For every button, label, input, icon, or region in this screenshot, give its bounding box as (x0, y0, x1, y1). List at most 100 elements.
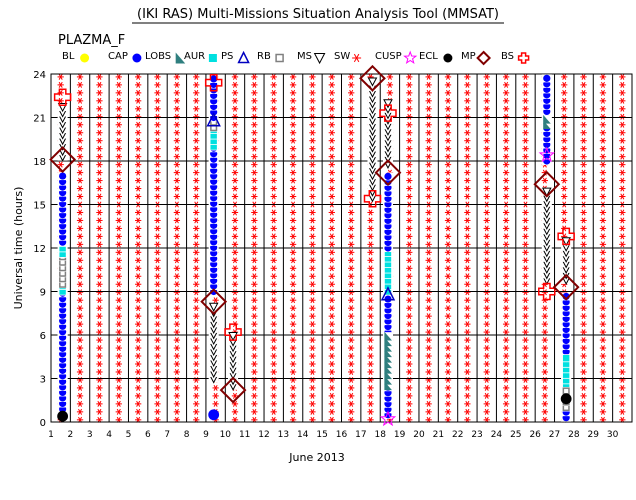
sw-mark (115, 305, 122, 312)
sw-mark (309, 241, 316, 248)
sw-mark (270, 249, 277, 256)
sw-mark (251, 105, 258, 112)
pass-backdrop (541, 248, 552, 257)
sw-mark (522, 297, 529, 304)
sw-mark (193, 273, 200, 280)
sw-mark (522, 73, 529, 80)
sw-mark (522, 121, 529, 128)
sw-mark (522, 257, 529, 264)
sw-mark (154, 257, 161, 264)
sw-mark (289, 169, 297, 176)
legend: BL CAP LOBS AUR PS RB MS SW CUSP ECL MP BS (62, 50, 530, 66)
sw-mark (522, 129, 529, 136)
sw-mark (328, 185, 335, 192)
sw-mark (599, 353, 607, 360)
sw-mark (309, 337, 316, 344)
sw-mark (309, 273, 316, 280)
sw-mark (173, 337, 181, 344)
sw-mark (115, 121, 122, 128)
legend-symbol (132, 53, 142, 63)
sw-mark (328, 209, 335, 216)
sw-mark (212, 297, 219, 304)
sw-mark (348, 400, 355, 407)
sw-mark (348, 153, 355, 160)
sw-mark (309, 329, 316, 336)
sw-mark (289, 81, 297, 88)
sw-mark (115, 241, 122, 248)
sw-mark (406, 89, 413, 96)
sw-mark (251, 345, 258, 352)
pass-mark-lobs (384, 381, 392, 391)
sw-mark (619, 361, 626, 367)
sw-mark (541, 368, 548, 375)
pass-mark-aur (562, 360, 570, 367)
sw-mark (231, 193, 239, 200)
sw-mark (619, 161, 626, 168)
sw-mark (522, 225, 529, 232)
sw-mark (425, 177, 432, 184)
sw-mark (464, 321, 471, 328)
sw-mark (96, 297, 103, 304)
sw-mark (580, 353, 587, 360)
sw-mark (289, 281, 297, 288)
sw-mark (76, 145, 84, 152)
sw-mark (309, 193, 316, 200)
sw-mark (193, 121, 200, 128)
sw-mark (425, 193, 432, 200)
pass-backdrop (382, 137, 393, 146)
sw-mark (367, 297, 374, 304)
sw-mark (115, 161, 122, 168)
sw-mark (502, 161, 510, 168)
pass-backdrop (57, 114, 68, 123)
sw-mark (173, 129, 181, 136)
sw-mark (251, 257, 258, 264)
sw-mark (464, 368, 471, 375)
sw-mark (115, 129, 122, 136)
sw-mark (270, 392, 277, 399)
sw-mark (115, 193, 122, 200)
pass-backdrop (367, 105, 378, 114)
sw-mark (270, 305, 277, 312)
sw-mark (173, 193, 181, 200)
event-mark-ps (206, 112, 221, 127)
sw-mark (135, 161, 142, 168)
pass-mark-aur (562, 371, 570, 378)
sw-mark (522, 329, 529, 336)
sw-mark (231, 97, 239, 104)
sw-mark (599, 225, 607, 232)
sw-mark (309, 353, 316, 360)
x-tick-label: 12 (258, 430, 269, 440)
sw-mark (154, 408, 161, 415)
event-mark-cusp (379, 410, 397, 427)
sw-mark (444, 89, 452, 96)
sw-mark (76, 89, 84, 96)
sw-mark (406, 225, 413, 232)
sw-mark (115, 329, 122, 336)
sw-mark (328, 129, 335, 136)
sw-mark (270, 137, 277, 144)
sw-mark (328, 97, 335, 104)
sw-mark (328, 265, 335, 272)
sw-mark (270, 105, 277, 112)
pass-backdrop (541, 226, 552, 235)
sw-mark (96, 392, 103, 399)
sw-mark (406, 265, 413, 272)
sw-mark (464, 129, 471, 136)
sw-mark (444, 241, 452, 248)
sw-mark (231, 153, 239, 160)
sw-mark (483, 209, 490, 216)
sw-mark (541, 392, 548, 399)
sw-mark (580, 249, 587, 256)
pass-backdrop (561, 275, 572, 284)
sw-mark (348, 257, 355, 264)
sw-mark (464, 305, 471, 312)
sw-mark (464, 337, 471, 344)
sw-mark (96, 225, 103, 232)
sw-mark (135, 121, 142, 128)
sw-mark (522, 361, 529, 367)
sw-mark (173, 225, 181, 232)
pass-mark-aur (384, 277, 392, 284)
sw-mark (154, 329, 161, 336)
sw-mark (96, 81, 103, 88)
sw-mark (309, 225, 316, 232)
